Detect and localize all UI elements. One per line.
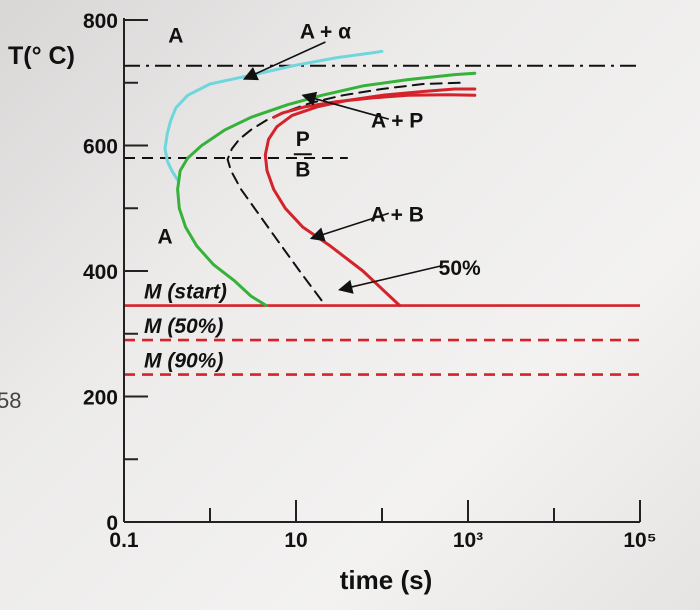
x-tick-label-1: 10 (284, 529, 307, 552)
x-tick-label-0: 0.1 (109, 529, 139, 552)
annotation-6: A (157, 225, 172, 248)
page-edge-number: 58 (0, 388, 21, 413)
annotation-0: A (168, 25, 183, 48)
reference-line-label-3: M (50%) (144, 315, 223, 338)
y-tick-label-3: 600 (83, 136, 118, 159)
x-tick-label-3: 10⁵ (623, 529, 656, 552)
y-tick-label-0: 0 (106, 512, 118, 535)
annotation-4: B (295, 158, 310, 181)
text-layer: T(° C) time (s) 58 M (start) M (50%) M (90… (0, 10, 657, 595)
x-axis-label: time (s) (340, 565, 432, 595)
y-tick-label-4: 800 (83, 10, 118, 33)
annotation-arrow-0 (242, 41, 326, 81)
series-curve-4 (272, 93, 477, 119)
annotation-1: A + α (300, 20, 351, 43)
annotation-2: A + P (371, 109, 423, 132)
series-curve-1 (176, 71, 477, 307)
y-tick-label-2: 400 (83, 261, 118, 284)
annotation-arrow-2 (309, 212, 390, 242)
series-curve-0 (163, 49, 384, 182)
axes-layer (123, 18, 641, 523)
reference-line-label-4: M (90%) (144, 350, 223, 373)
y-tick-label-1: 200 (83, 387, 118, 410)
reference-line-label-2: M (start) (144, 281, 227, 304)
x-tick-label-2: 10³ (453, 529, 483, 552)
annotation-arrow-3 (338, 265, 441, 294)
annotation-arrow-1 (301, 91, 390, 120)
annotation-3: P (296, 128, 310, 151)
y-axis-label: T(° C) (8, 42, 75, 70)
annotation-7: 50% (439, 257, 481, 280)
series-layer (124, 41, 640, 376)
series-curve-2 (226, 81, 461, 307)
annotation-5: A + B (370, 204, 423, 227)
